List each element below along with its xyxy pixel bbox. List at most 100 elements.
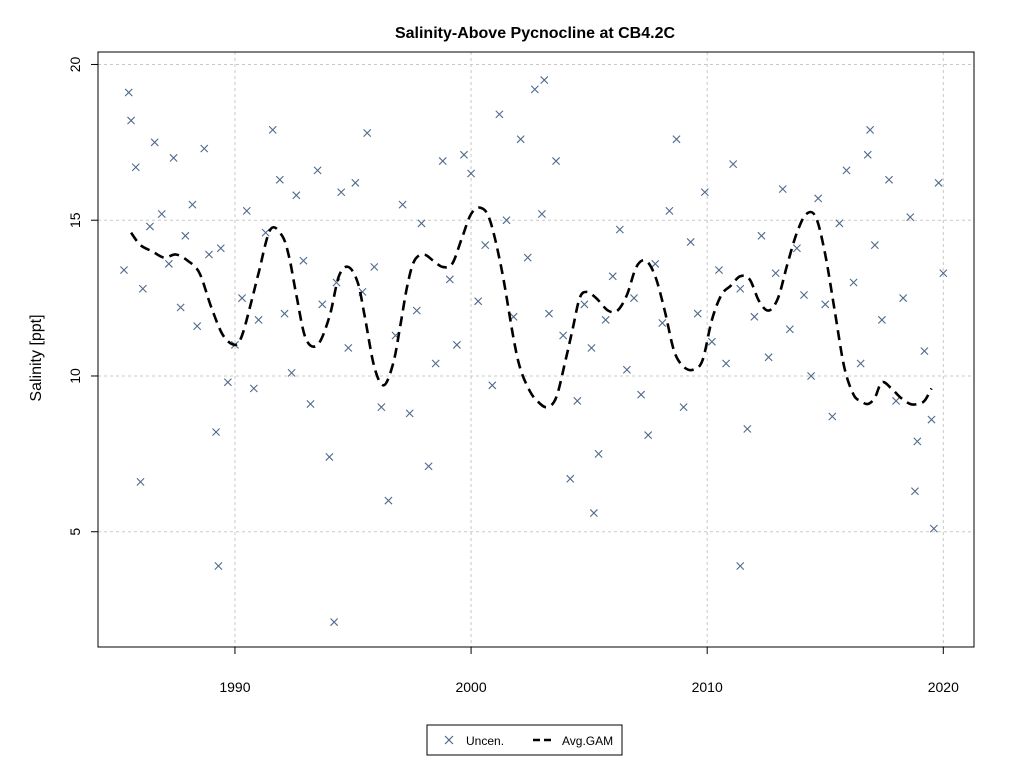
data-point <box>559 331 568 340</box>
data-point <box>736 284 745 293</box>
data-point <box>927 415 936 424</box>
data-point <box>899 294 908 303</box>
data-point <box>910 487 919 496</box>
data-point <box>181 231 190 240</box>
data-point <box>849 278 858 287</box>
data-point <box>242 206 251 215</box>
legend-points-marker <box>444 735 454 745</box>
data-point <box>344 343 353 352</box>
data-point <box>431 359 440 368</box>
data-point <box>729 160 738 169</box>
legend: Uncen. Avg.GAM <box>426 724 623 756</box>
data-point <box>863 150 872 159</box>
x-tick-label: 2020 <box>928 679 959 695</box>
data-point <box>164 259 173 268</box>
data-point <box>778 185 787 194</box>
data-point <box>337 188 346 197</box>
y-tick-label: 20 <box>67 56 83 72</box>
data-point <box>193 322 202 331</box>
y-tick-label: 15 <box>67 212 83 228</box>
data-point <box>268 125 277 134</box>
gam-line-layer <box>130 206 933 409</box>
data-point <box>261 228 270 237</box>
legend-label-gam: Avg.GAM <box>562 734 613 748</box>
data-point <box>424 462 433 471</box>
data-point <box>580 300 589 309</box>
data-point <box>608 272 617 281</box>
data-point <box>658 319 667 328</box>
data-point <box>280 309 289 318</box>
data-point <box>544 309 553 318</box>
data-point <box>792 244 801 253</box>
data-point <box>939 269 948 278</box>
legend-box <box>426 724 623 756</box>
data-point <box>913 437 922 446</box>
data-point <box>474 297 483 306</box>
data-point <box>169 153 178 162</box>
data-point <box>119 266 128 275</box>
data-point <box>275 175 284 184</box>
data-point <box>188 200 197 209</box>
data-point <box>651 259 660 268</box>
data-point <box>615 225 624 234</box>
data-point <box>318 300 327 309</box>
data-point <box>906 213 915 222</box>
data-point <box>398 200 407 209</box>
data-point <box>124 88 133 97</box>
data-point <box>370 262 379 271</box>
data-point <box>131 163 140 172</box>
data-point <box>176 303 185 312</box>
data-point <box>821 300 830 309</box>
data-point <box>601 315 610 324</box>
data-point <box>150 138 159 147</box>
data-point <box>212 428 221 437</box>
data-point <box>306 400 315 409</box>
data-point <box>313 166 322 175</box>
chart-title: Salinity-Above Pycnocline at CB4.2C <box>395 25 676 42</box>
y-axis: 5 10 15 20 <box>67 56 98 536</box>
data-point <box>540 76 549 85</box>
data-point <box>238 294 247 303</box>
data-point <box>644 431 653 440</box>
data-point <box>299 256 308 265</box>
data-point <box>679 403 688 412</box>
data-point <box>523 253 532 262</box>
data-point <box>325 452 334 461</box>
data-point <box>330 618 339 627</box>
x-tick-label: 2010 <box>692 679 723 695</box>
data-point <box>750 312 759 321</box>
y-tick-label: 5 <box>67 528 83 536</box>
data-point <box>800 290 808 299</box>
data-point <box>138 284 147 293</box>
data-point <box>757 231 766 240</box>
data-point <box>722 359 731 368</box>
data-point <box>363 129 372 137</box>
data-point <box>866 125 875 134</box>
data-point <box>516 135 525 144</box>
x-axis: 1990 2000 2010 2020 <box>219 647 959 695</box>
data-point <box>495 110 504 119</box>
data-point <box>445 275 454 284</box>
data-point <box>842 166 851 175</box>
data-point <box>892 396 901 405</box>
data-point <box>877 315 886 324</box>
x-tick-label: 2000 <box>455 679 486 695</box>
data-point <box>828 412 837 421</box>
data-point <box>771 269 780 278</box>
data-point <box>145 222 154 231</box>
data-point <box>254 315 263 324</box>
data-point <box>127 116 136 125</box>
data-point <box>249 384 258 393</box>
data-point <box>764 353 773 362</box>
data-point <box>700 188 709 197</box>
data-point <box>594 449 603 458</box>
data-point <box>743 424 752 433</box>
gam-line <box>130 206 933 409</box>
grid-lines <box>98 52 974 647</box>
data-point <box>589 509 598 518</box>
data-point <box>502 216 511 225</box>
data-point <box>467 169 476 178</box>
data-point <box>785 325 794 334</box>
data-point <box>405 409 414 418</box>
